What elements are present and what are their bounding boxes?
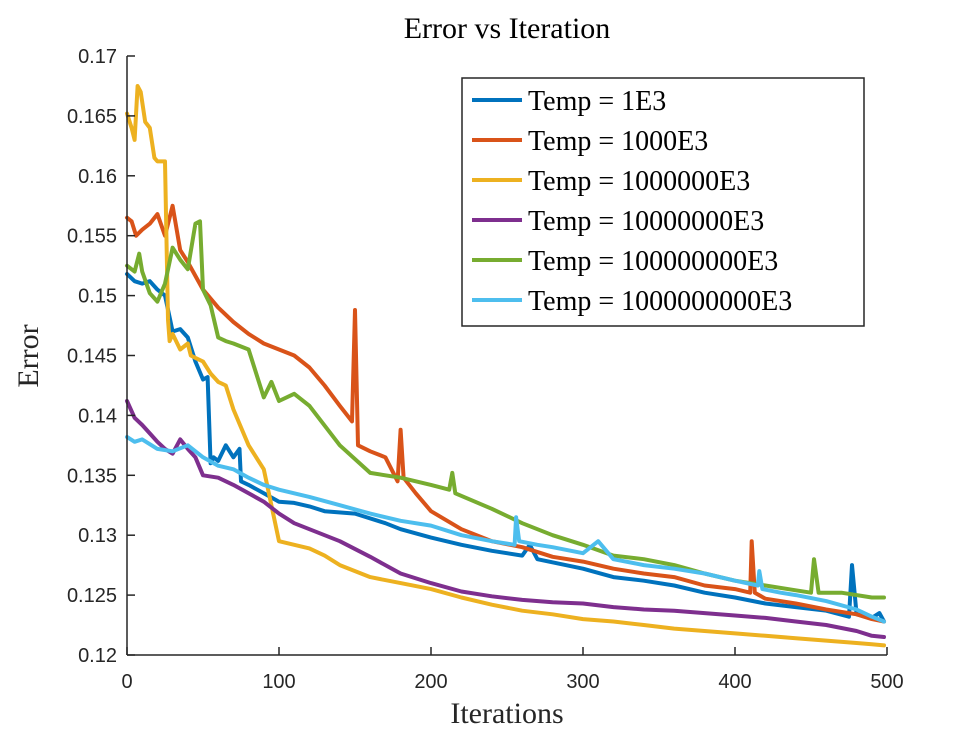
series-line-3 (125, 84, 886, 648)
series-line-2 (125, 203, 886, 624)
legend-entry-label: Temp = 1000000000E3 (528, 286, 792, 317)
y-tick-label: 0.165 (67, 106, 117, 128)
y-tick-label: 0.17 (78, 46, 117, 68)
y-tick-label: 0.15 (78, 286, 117, 308)
legend-entry-label: Temp = 10000000E3 (528, 206, 764, 237)
legend-entry-label: Temp = 100000000E3 (528, 246, 778, 277)
y-tick-label: 0.14 (78, 405, 117, 427)
legend-entry-label: Temp = 1000000E3 (528, 166, 750, 197)
axes-layer: 0 100 200 300 400 500 0.12 0.125 0.13 0.135 0.14 0.… (67, 46, 904, 693)
legend: Temp = 1E3 Temp = 1000E3 Temp = 1000000E3 T… (461, 77, 865, 327)
legend-entry-label: Temp = 1000E3 (528, 126, 708, 157)
x-tick-label: 0 (121, 671, 132, 693)
series-layer (125, 84, 886, 648)
y-tick-label: 0.145 (67, 346, 117, 368)
y-tick-label: 0.12 (78, 645, 117, 667)
y-tick-label: 0.13 (78, 525, 117, 547)
x-tick-label: 300 (566, 671, 599, 693)
y-tick-label: 0.16 (78, 166, 117, 188)
x-tick-label: 400 (718, 671, 751, 693)
series-line-1 (125, 272, 886, 624)
x-tick-label: 500 (870, 671, 903, 693)
y-tick-label: 0.135 (67, 465, 117, 487)
legend-entry-label: Temp = 1E3 (528, 86, 666, 117)
x-tick-label: 200 (414, 671, 447, 693)
legend-box (461, 77, 865, 327)
chart-title: Error vs Iteration (404, 12, 611, 45)
y-tick-label: 0.155 (67, 226, 117, 248)
x-tick-label: 100 (262, 671, 295, 693)
y-tick-label: 0.125 (67, 585, 117, 607)
x-axis-title: Iterations (450, 697, 563, 730)
series-line-6 (125, 435, 886, 624)
y-axis-title: Error (12, 324, 45, 387)
